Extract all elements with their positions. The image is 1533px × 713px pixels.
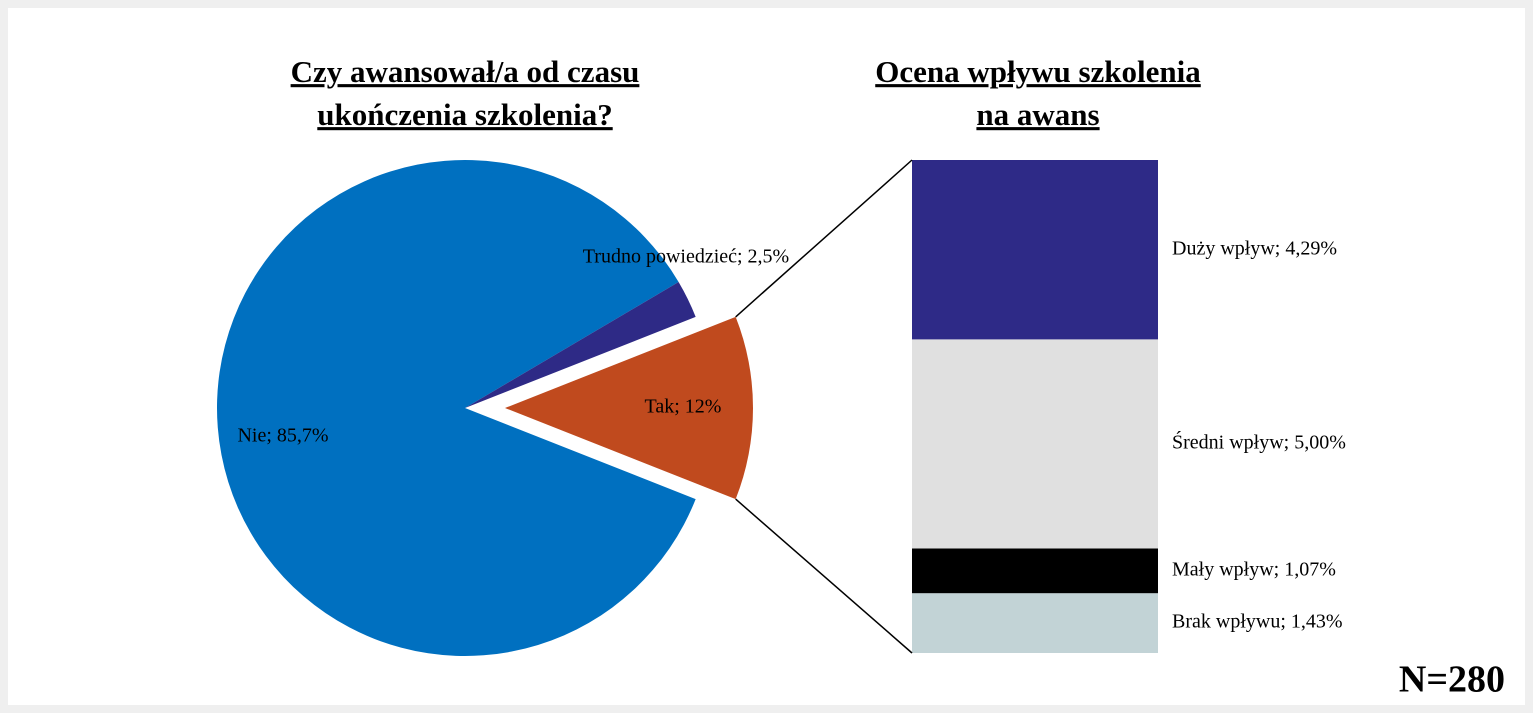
data-label: Średni wpływ; 5,00% [1172, 430, 1346, 454]
chart-title: ukończenia szkolenia? [317, 97, 612, 132]
bar-segment [912, 593, 1158, 653]
data-label: Tak; 12% [645, 396, 722, 418]
data-label: Brak wpływu; 1,43% [1172, 611, 1343, 633]
chart-title: na awans [976, 97, 1099, 132]
pie-slice [505, 316, 753, 500]
pie-slice [216, 160, 696, 657]
data-label: Duży wpływ; 4,29% [1172, 237, 1337, 259]
bar-segment [912, 339, 1158, 549]
connector-line [735, 159, 913, 318]
connector-line [735, 498, 913, 654]
data-label: Nie; 85,7% [237, 425, 328, 447]
annotation: N=280 [1399, 659, 1505, 701]
pie-slice [465, 281, 696, 408]
chart-title: Ocena wpływu szkolenia [875, 54, 1201, 89]
chart-title: Czy awansował/a od czasu [291, 54, 640, 89]
data-label: Mały wpływ; 1,07% [1172, 558, 1336, 580]
data-label: Trudno powiedzieć; 2,5% [583, 246, 789, 268]
bar-segment [912, 160, 1158, 340]
bar-segment [912, 548, 1158, 594]
